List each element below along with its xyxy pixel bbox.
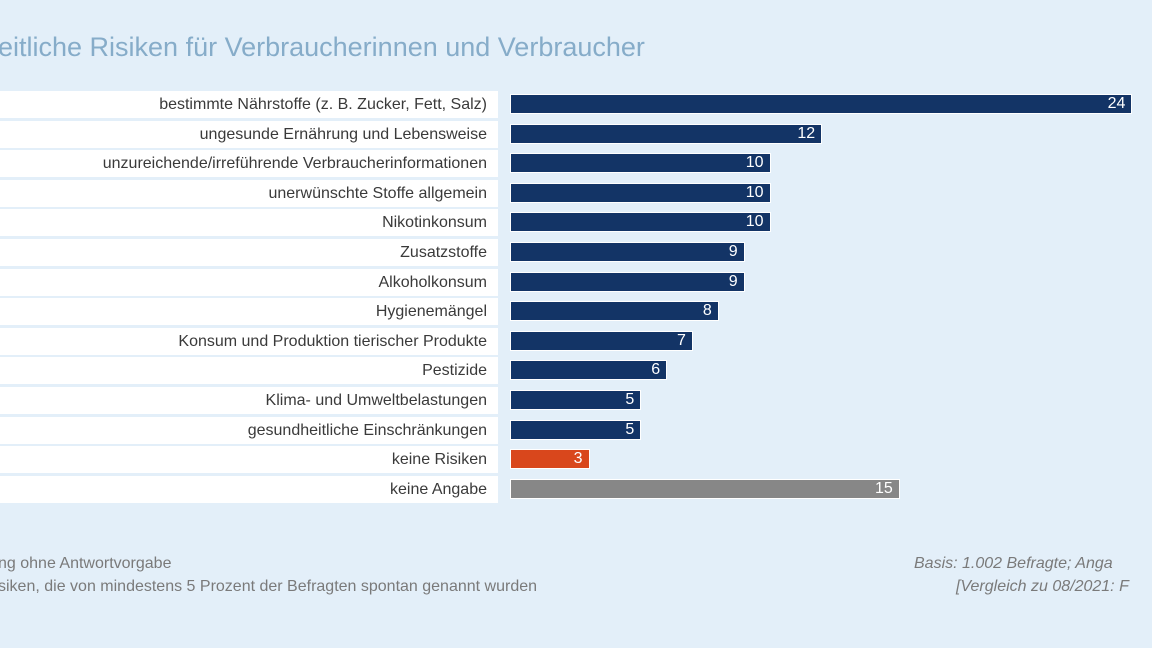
row-background (0, 209, 498, 237)
data-label: 10 (745, 183, 764, 201)
footnote-2: siken, die von mindestens 5 Prozent der … (0, 578, 538, 595)
category-label: Zusatzstoffe (400, 244, 487, 261)
bar: 6 (510, 360, 668, 381)
category-label: unerwünschte Stoffe allgemein (268, 184, 487, 202)
data-label: 12 (797, 124, 816, 142)
bar: 5 (510, 419, 642, 440)
bar: 5 (510, 390, 642, 410)
category-label: unzureichende/irreführende Verbraucherin… (102, 155, 487, 173)
bar: 8 (510, 301, 719, 322)
row-background (0, 298, 498, 326)
category-label: Alkoholkonsum (378, 273, 488, 291)
row-background (0, 475, 498, 503)
bar: 10 (510, 182, 771, 203)
data-label: 5 (625, 420, 635, 438)
bar: 15 (510, 478, 900, 499)
bar: 7 (510, 330, 693, 351)
category-label: gesundheitliche Einschränkungen (247, 421, 487, 439)
data-label: 10 (745, 213, 764, 231)
chart-title: eitliche Risiken für Verbraucherinnen un… (0, 32, 645, 62)
data-label: 24 (1107, 95, 1126, 112)
bar: 9 (510, 271, 745, 292)
bar: 3 (510, 449, 590, 470)
data-label: 15 (874, 479, 893, 497)
bar: 9 (510, 242, 745, 262)
footnote-1: ng ohne Antwortvorgabe (0, 555, 172, 572)
bar: 10 (510, 212, 771, 233)
data-label: 7 (677, 331, 686, 349)
category-label: keine Angabe (390, 480, 487, 498)
data-label: 6 (651, 361, 661, 379)
category-label: Nikotinkonsum (382, 214, 487, 232)
category-label: bestimmte Nährstoffe (z. B. Zucker, Fett… (159, 96, 487, 113)
data-label: 3 (573, 450, 583, 468)
comparison-note: [Vergleich zu 08/2021: F (956, 578, 1129, 595)
row-background (0, 179, 498, 207)
category-label: keine Risiken (391, 451, 487, 469)
bar: 24 (510, 94, 1133, 114)
bar: 10 (510, 153, 771, 174)
row-background (0, 91, 498, 118)
category-label: ungesunde Ernährung und Lebensweise (199, 125, 487, 143)
row-background (0, 416, 498, 444)
basis-note: Basis: 1.002 Befragte; Anga (914, 555, 1113, 572)
data-label: 8 (702, 302, 712, 320)
category-label: Hygienemängel (375, 303, 487, 321)
bar: 12 (510, 123, 823, 144)
category-label: Klima- und Umweltbelastungen (265, 392, 487, 409)
category-label: Pestizide (422, 362, 487, 380)
row-background (0, 150, 498, 178)
row-background (0, 357, 498, 385)
row-background (0, 327, 498, 355)
data-label: 10 (745, 154, 764, 172)
row-background (0, 239, 498, 266)
data-label: 9 (728, 243, 738, 260)
data-label: 5 (625, 391, 635, 408)
data-label: 9 (728, 272, 738, 290)
category-label: Konsum und Produktion tierischer Produkt… (178, 332, 487, 350)
row-background (0, 120, 498, 148)
row-background (0, 387, 498, 414)
row-background (0, 268, 498, 296)
row-background (0, 446, 498, 474)
